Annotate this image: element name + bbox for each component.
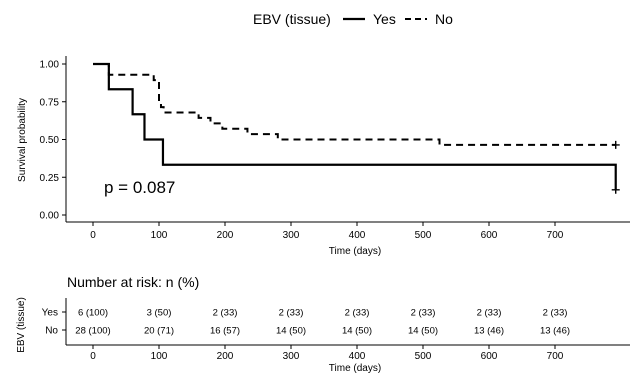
risk-cell: 2 (33) — [279, 308, 304, 319]
risk-x-tick-label: 500 — [415, 351, 432, 362]
risk-x-tick-label: 300 — [283, 351, 300, 362]
x-tick-label: 100 — [151, 230, 168, 241]
risk-cell: 13 (46) — [474, 326, 504, 337]
risk-cell: 2 (33) — [477, 308, 502, 319]
risk-cell: 2 (33) — [345, 308, 370, 319]
x-tick-label: 300 — [283, 230, 300, 241]
x-tick-label: 200 — [217, 230, 234, 241]
risk-x-tick-label: 0 — [90, 351, 96, 362]
y-tick-label: 1.00 — [40, 60, 60, 71]
survival-curve-yes — [93, 62, 617, 190]
survival-plot: Survival probability Time (days) p = 0.0… — [17, 56, 630, 257]
risk-cell: 2 (33) — [213, 308, 238, 319]
risk-cell: 14 (50) — [408, 326, 438, 337]
x-axis-label: Time (days) — [329, 246, 381, 257]
risk-table-x-ticks: 0 100 200 300 400 500 600 700 — [90, 345, 564, 362]
y-axis-label: Survival probability — [17, 98, 28, 182]
censor-mark-yes — [611, 185, 620, 194]
x-tick-label: 0 — [90, 230, 96, 241]
survival-curves — [93, 62, 620, 194]
legend-label-no: No — [435, 11, 453, 27]
risk-x-tick-label: 700 — [547, 351, 564, 362]
risk-x-tick-label: 200 — [217, 351, 234, 362]
x-tick-label: 400 — [349, 230, 366, 241]
censor-mark-no — [611, 140, 620, 149]
risk-row-label: No — [45, 326, 58, 337]
y-tick-label: 0.25 — [40, 173, 60, 184]
risk-row-label: Yes — [42, 308, 58, 319]
risk-cell: 14 (50) — [276, 326, 306, 337]
risk-cell: 20 (71) — [144, 326, 174, 337]
risk-x-tick-label: 100 — [151, 351, 168, 362]
y-tick-label: 0.50 — [40, 135, 60, 146]
x-tick-label: 600 — [481, 230, 498, 241]
risk-cell: 6 (100) — [78, 308, 108, 319]
risk-table-y-label: EBV (tissue) — [16, 297, 27, 353]
survival-curve-no — [93, 63, 616, 146]
x-ticks: 0 100 200 300 400 500 600 700 — [90, 222, 564, 241]
risk-table-rows: Yes 6 (100) 3 (50) 2 (33) 2 (33) 2 (33) 2 (33)… — [42, 308, 570, 337]
risk-cell: 16 (57) — [210, 326, 240, 337]
risk-table: Number at risk: n (%) EBV (tissue) Time … — [16, 274, 630, 374]
x-tick-label: 500 — [415, 230, 432, 241]
risk-cell: 3 (50) — [147, 308, 172, 319]
legend-label-yes: Yes — [373, 11, 396, 27]
risk-cell: 2 (33) — [411, 308, 436, 319]
y-tick-label: 0.75 — [40, 97, 60, 108]
risk-table-x-label: Time (days) — [329, 363, 381, 374]
risk-table-title: Number at risk: n (%) — [67, 274, 199, 290]
y-tick-label: 0.00 — [40, 211, 60, 222]
legend: EBV (tissue) Yes No — [253, 11, 453, 27]
risk-cell: 13 (46) — [540, 326, 570, 337]
y-ticks: 0.00 0.25 0.50 0.75 1.00 — [40, 60, 66, 222]
risk-x-tick-label: 600 — [481, 351, 498, 362]
risk-cell: 28 (100) — [75, 326, 110, 337]
risk-cell: 2 (33) — [543, 308, 568, 319]
legend-title: EBV (tissue) — [253, 11, 331, 27]
risk-cell: 14 (50) — [342, 326, 372, 337]
p-value-annotation: p = 0.087 — [104, 178, 175, 197]
x-tick-label: 700 — [547, 230, 564, 241]
risk-x-tick-label: 400 — [349, 351, 366, 362]
